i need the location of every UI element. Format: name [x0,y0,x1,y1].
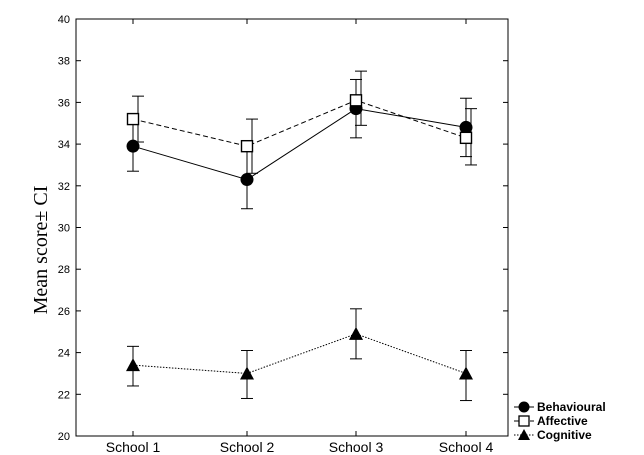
y-tick-label: 22 [58,389,70,401]
y-tick-label: 34 [58,139,70,151]
y-tick-label: 26 [58,306,70,318]
y-tick-label: 20 [58,431,70,443]
legend-label: Behavioural [537,400,606,414]
series-line [132,108,467,181]
y-tick-label: 32 [58,181,70,193]
data-point [459,120,473,134]
y-tick-label: 28 [58,264,70,276]
series-affective [126,70,477,174]
data-point [126,358,140,372]
plot-frame [75,18,509,437]
data-point [459,131,473,145]
y-tick-label: 24 [58,348,70,360]
y-tick-label: 40 [58,14,70,26]
series-cognitive [126,308,473,402]
series-line [132,333,467,374]
x-category-label: School 3 [329,439,384,455]
legend-label: Cognitive [537,428,592,442]
x-category-label: School 2 [220,439,275,455]
data-point [126,112,140,126]
x-category-label: School 1 [106,439,161,455]
series-line [132,99,467,147]
legend-marker [518,401,530,413]
data-point [240,366,254,380]
data-point [349,94,363,107]
data-point [126,139,140,153]
legend-marker [518,415,530,427]
x-category-label: School 4 [439,439,494,455]
data-point [240,139,254,153]
y-tick-label: 30 [58,223,70,235]
legend-label: Affective [537,414,588,428]
legend-marker [518,429,530,440]
series-behavioural [126,78,473,210]
y-axis-label: Mean score± CI [30,186,52,315]
data-point [240,173,254,187]
data-point [349,326,363,340]
data-point [459,366,473,380]
y-tick-label: 36 [58,97,70,109]
y-tick-label: 38 [58,56,70,68]
